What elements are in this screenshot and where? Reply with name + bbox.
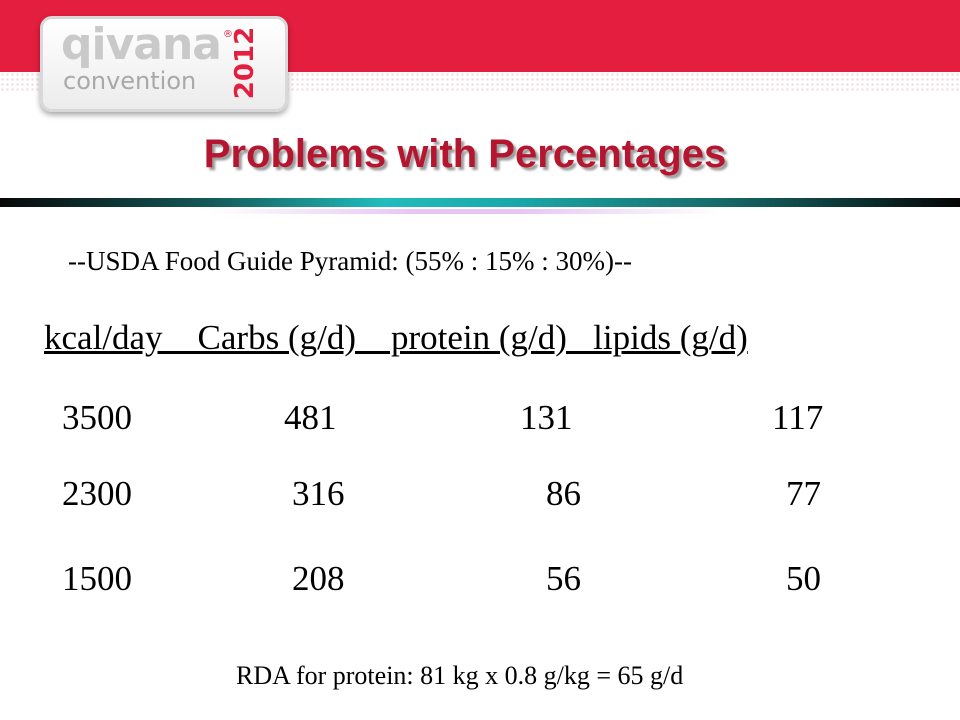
table-cell-protein: 56 xyxy=(546,559,581,598)
table-cell-carbs: 208 xyxy=(292,559,345,598)
logo-subtitle-text: convention xyxy=(63,67,197,95)
table-cell-carbs: 481 xyxy=(284,398,337,437)
table-cell-carbs: 316 xyxy=(292,474,345,513)
table-cell-protein: 86 xyxy=(546,474,581,513)
title-divider-accent xyxy=(210,209,720,214)
rda-footnote: RDA for protein: 81 kg x 0.8 g/kg = 65 g… xyxy=(236,661,684,690)
table-header-row: kcal/day Carbs (g/d) protein (g/d) lipid… xyxy=(44,318,748,357)
table-cell-lipids: 77 xyxy=(786,474,821,513)
logo-brand-text: qivana xyxy=(61,19,222,70)
table-cell-lipids: 50 xyxy=(786,559,821,598)
table-cell-kcal: 2300 xyxy=(62,474,132,513)
title-divider xyxy=(0,198,960,207)
table-cell-kcal: 1500 xyxy=(62,559,132,598)
table-cell-lipids: 117 xyxy=(772,398,824,437)
logo-year-text: 2012 xyxy=(230,26,260,100)
slide-title: Problems with Percentages xyxy=(203,132,727,176)
table-cell-kcal: 3500 xyxy=(62,398,132,437)
logo-badge: qivana ® convention 2012 xyxy=(40,16,288,112)
table-cell-protein: 131 xyxy=(520,398,573,437)
logo-year: 2012 xyxy=(225,27,265,99)
logo-registered-mark: ® xyxy=(223,29,233,40)
slide-subtitle: --USDA Food Guide Pyramid: (55% : 15% : … xyxy=(68,246,632,276)
